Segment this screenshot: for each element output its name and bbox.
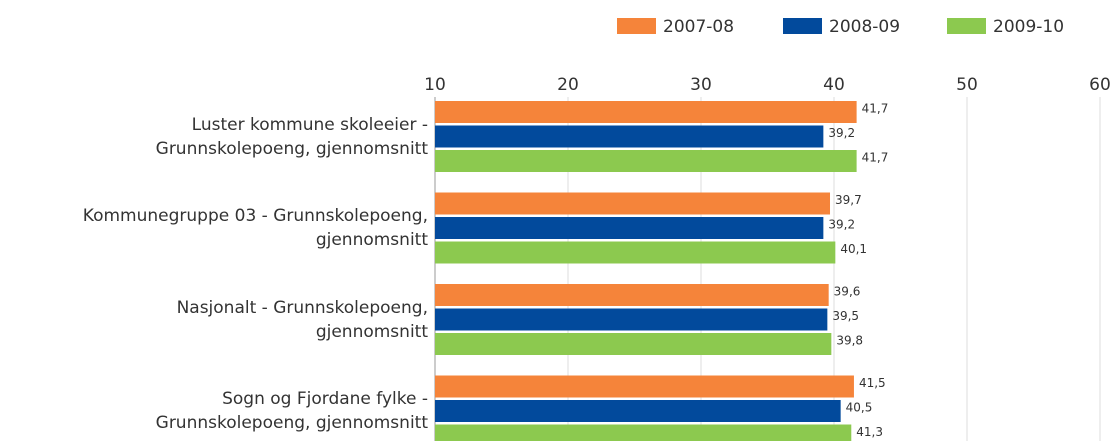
x-tick-label: 10	[424, 75, 446, 95]
category-label: Nasjonalt - Grunnskolepoeng, gjennomsnit…	[176, 297, 428, 342]
x-tick-label: 20	[557, 75, 579, 95]
bar	[435, 125, 824, 148]
value-label: 41,7	[862, 102, 889, 116]
value-label: 40,5	[846, 401, 873, 415]
value-label: 39,6	[834, 285, 861, 299]
value-label: 41,5	[859, 376, 886, 390]
legend-label: 2009-10	[993, 17, 1064, 37]
value-label: 39,2	[828, 126, 855, 140]
value-label: 39,7	[835, 193, 862, 207]
value-label: 41,7	[862, 151, 889, 165]
value-label: 40,1	[840, 242, 867, 256]
legend-label: 2008-09	[829, 17, 900, 37]
bar	[435, 101, 857, 123]
bar	[435, 241, 836, 264]
x-tick-label: 50	[956, 75, 978, 95]
bar	[435, 424, 852, 441]
bar	[435, 192, 831, 215]
legend-swatch	[617, 18, 656, 34]
legend-swatch	[947, 18, 986, 34]
legend-swatch	[783, 18, 822, 34]
category-label: Kommunegruppe 03 - Grunnskolepoeng, gjen…	[82, 206, 428, 250]
value-label: 39,8	[836, 334, 863, 348]
value-label: 39,5	[832, 309, 859, 323]
value-label: 41,3	[856, 425, 883, 439]
legend-label: 2007-08	[663, 17, 734, 37]
category-label: Sogn og Fjordane fylke - Grunnskolepoeng…	[155, 389, 428, 433]
bar	[435, 333, 832, 355]
bar	[435, 217, 824, 239]
x-tick-label: 60	[1089, 75, 1111, 95]
x-tick-label: 30	[690, 75, 712, 95]
bar	[435, 150, 857, 172]
value-label: 39,2	[828, 218, 855, 232]
bar	[435, 375, 854, 398]
category-label: Luster kommune skoleeier - Grunnskolepoe…	[155, 114, 428, 159]
bar	[435, 308, 828, 331]
bar	[435, 400, 841, 422]
bar	[435, 284, 829, 306]
x-tick-label: 40	[823, 75, 845, 95]
